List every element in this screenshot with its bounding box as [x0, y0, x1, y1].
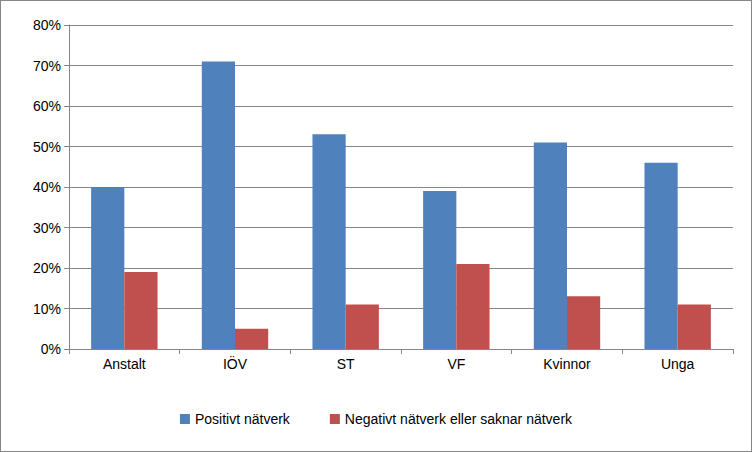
svg-text:0%: 0% — [41, 341, 61, 357]
svg-text:40%: 40% — [33, 179, 61, 195]
svg-text:Kvinnor: Kvinnor — [543, 356, 591, 372]
svg-text:70%: 70% — [33, 58, 61, 74]
svg-text:Unga: Unga — [661, 356, 695, 372]
svg-text:Positivt nätverk: Positivt nätverk — [195, 411, 291, 427]
svg-text:20%: 20% — [33, 260, 61, 276]
svg-text:Anstalt: Anstalt — [103, 356, 146, 372]
svg-text:60%: 60% — [33, 98, 61, 114]
svg-text:ST: ST — [337, 356, 355, 372]
svg-text:50%: 50% — [33, 139, 61, 155]
svg-text:VF: VF — [447, 356, 465, 372]
svg-text:Negativt nätverk eller saknar: Negativt nätverk eller saknar nätverk — [345, 411, 573, 427]
svg-text:80%: 80% — [33, 17, 61, 33]
svg-text:10%: 10% — [33, 301, 61, 317]
svg-text:IÖV: IÖV — [223, 355, 248, 372]
svg-text:30%: 30% — [33, 220, 61, 236]
